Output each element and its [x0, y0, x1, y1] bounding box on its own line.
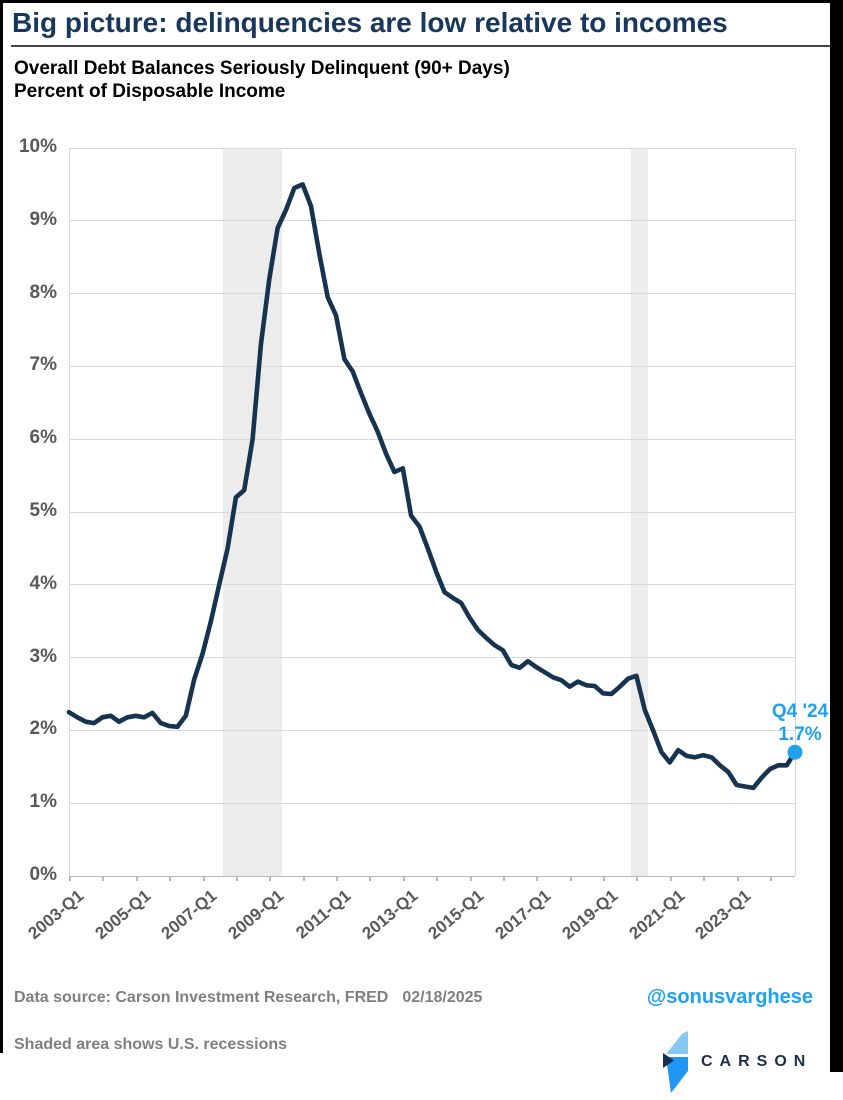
data-source-date: 02/18/2025	[402, 989, 483, 1006]
y-axis-tick-label: 2%	[29, 718, 57, 740]
y-gridline	[69, 438, 795, 440]
x-axis-tick	[736, 876, 739, 881]
annotation-quarter: Q4 '24	[771, 701, 829, 722]
plot-right-border	[795, 148, 796, 876]
x-axis-tick-label: 2015-Q1	[424, 886, 488, 944]
x-axis-tick	[769, 876, 772, 881]
y-gridline	[69, 802, 795, 804]
x-axis-tick	[469, 876, 472, 881]
annotation-value: 1.7%	[778, 724, 822, 745]
x-axis-tick	[169, 876, 172, 881]
y-gridline	[69, 511, 795, 513]
y-axis-tick-label: 1%	[29, 791, 57, 813]
x-axis-tick	[336, 876, 339, 881]
carson-logo-icon	[663, 1031, 688, 1093]
x-axis-tick	[603, 876, 606, 881]
carson-logo-text: CARSON	[701, 1053, 813, 1070]
x-axis-tick	[369, 876, 372, 881]
x-axis-tick-label: 2009-Q1	[224, 886, 288, 944]
x-axis-tick-label: 2005-Q1	[91, 886, 154, 944]
page-title: Big picture: delinquencies are low relat…	[12, 7, 728, 38]
x-axis-tick	[302, 876, 305, 881]
y-gridline	[69, 875, 795, 877]
twitter-handle[interactable]: @sonusvarghese	[646, 986, 813, 1008]
x-axis-tick	[235, 876, 238, 881]
x-axis-tick-label: 2017-Q1	[491, 886, 555, 944]
chart-subtitle-line2: Percent of Disposable Income	[14, 81, 286, 102]
x-axis-tick	[669, 876, 672, 881]
window-edge-left	[0, 0, 3, 1053]
x-axis-tick	[202, 876, 205, 881]
last-point-annotation: Q4 '24 1.7%	[760, 700, 840, 746]
y-axis-tick-label: 3%	[29, 645, 57, 667]
y-axis-tick-label: 4%	[29, 572, 57, 594]
x-axis-tick	[269, 876, 272, 881]
x-axis-tick	[636, 876, 639, 881]
y-axis-tick-label: 8%	[29, 281, 57, 303]
y-gridline	[69, 584, 795, 586]
x-axis-tick-label: 2011-Q1	[292, 886, 355, 943]
x-axis-tick	[135, 876, 138, 881]
data-source-note: Data source: Carson Investment Research,…	[14, 989, 482, 1007]
x-axis-tick	[102, 876, 105, 881]
x-axis-tick	[502, 876, 505, 881]
y-gridline	[69, 293, 795, 295]
y-gridline	[69, 657, 795, 659]
x-axis-tick-label: 2023-Q1	[691, 886, 755, 944]
recession-shading-note: Shaded area shows U.S. recessions	[14, 1036, 288, 1053]
window-edge-right	[830, 0, 843, 1072]
x-axis-tick	[536, 876, 539, 881]
x-axis-tick	[69, 876, 71, 881]
plot-left-border	[69, 148, 70, 876]
y-axis-tick-label: 0%	[29, 864, 57, 885]
window-edge-top	[0, 0, 843, 3]
y-axis-tick-label: 5%	[29, 500, 57, 521]
x-axis-tick	[402, 876, 405, 881]
y-gridline	[69, 220, 795, 222]
y-gridline	[69, 365, 795, 367]
x-axis-tick-label: 2013-Q1	[358, 886, 422, 944]
x-axis-tick-label: 2003-Q1	[24, 886, 88, 944]
x-axis-tick-label: 2007-Q1	[157, 886, 221, 944]
y-gridline	[69, 729, 795, 731]
chart-subtitle: Overall Debt Balances Seriously Delinque…	[14, 57, 510, 103]
x-axis-tick-label: 2021-Q1	[625, 886, 689, 944]
data-source-text: Data source: Carson Investment Research,…	[14, 989, 389, 1006]
x-axis-tick	[569, 876, 572, 881]
y-axis-tick-label: 7%	[29, 354, 57, 376]
x-axis-tick-label: 2019-Q1	[558, 886, 622, 944]
y-axis-tick-label: 10%	[18, 136, 57, 157]
y-axis-tick-label: 9%	[29, 208, 57, 230]
title-divider	[11, 45, 830, 47]
chart-subtitle-line1: Overall Debt Balances Seriously Delinque…	[14, 58, 510, 79]
x-axis-tick	[436, 876, 439, 881]
y-gridline	[69, 147, 795, 149]
carson-logo: CARSON	[661, 1031, 826, 1093]
y-axis-tick-label: 6%	[29, 427, 57, 449]
series-line	[66, 182, 798, 791]
x-axis-tick	[703, 876, 706, 881]
